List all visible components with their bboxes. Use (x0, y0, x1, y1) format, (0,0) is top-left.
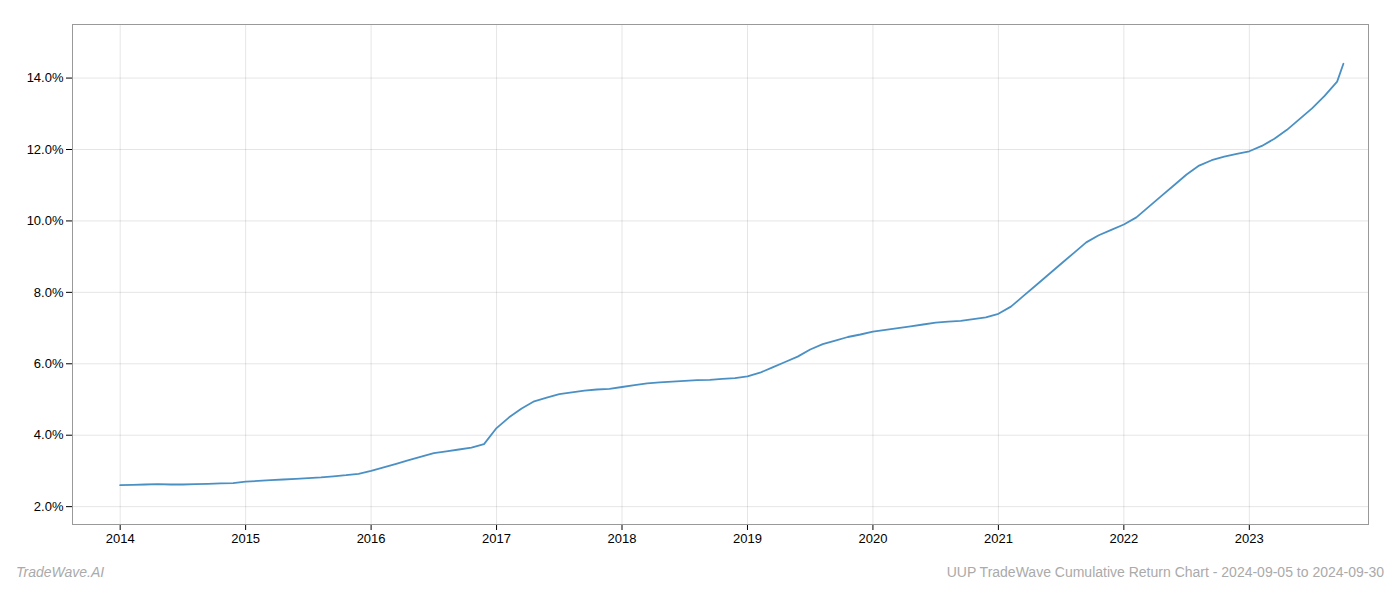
svg-text:2015: 2015 (231, 531, 260, 546)
svg-text:14.0%: 14.0% (27, 70, 64, 85)
svg-text:4.0%: 4.0% (34, 427, 64, 442)
svg-text:2023: 2023 (1235, 531, 1264, 546)
svg-text:2021: 2021 (984, 531, 1013, 546)
svg-text:2017: 2017 (482, 531, 511, 546)
html-text:TradeWave.AI: TradeWave.AI (16, 564, 105, 580)
svg-text:2014: 2014 (106, 531, 135, 546)
svg-text:12.0%: 12.0% (27, 142, 64, 157)
html-text:UUP TradeWave Cumulative Retur: UUP TradeWave Cumulative Return Chart - … (946, 564, 1384, 580)
svg-text:2016: 2016 (357, 531, 386, 546)
svg-text:2020: 2020 (858, 531, 887, 546)
svg-text:2022: 2022 (1109, 531, 1138, 546)
svg-text:6.0%: 6.0% (34, 356, 64, 371)
svg-text:10.0%: 10.0% (27, 213, 64, 228)
svg-text:2019: 2019 (733, 531, 762, 546)
svg-text:8.0%: 8.0% (34, 285, 64, 300)
svg-text:2.0%: 2.0% (34, 499, 64, 514)
svg-text:2018: 2018 (608, 531, 637, 546)
